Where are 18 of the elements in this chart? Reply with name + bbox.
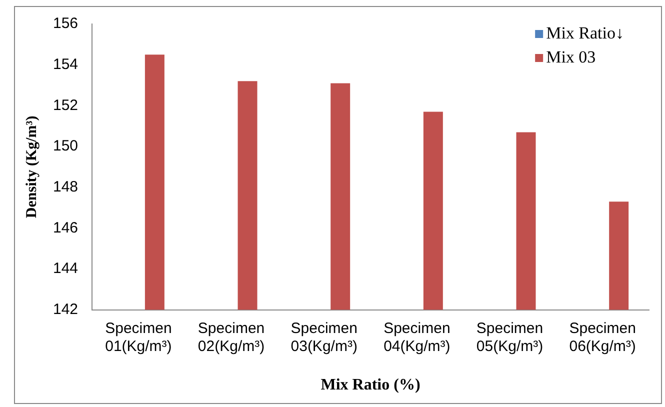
x-tick-label: Specimen 02(Kg/m³) [198,320,265,355]
y-axis-title: Density (Kg/m³) [24,116,40,218]
x-tick-label: Specimen 06(Kg/m³) [569,320,636,355]
x-tick-label: Specimen 01(Kg/m³) [105,320,172,355]
x-tick-label: Specimen 04(Kg/m³) [384,320,450,355]
y-tick-label: 146 [52,219,78,236]
legend-label: Mix 03 [546,47,596,66]
y-tick-label: 142 [52,300,78,318]
y-tick-label: 150 [52,138,78,155]
x-tick-label: Specimen 05(Kg/m³) [476,320,544,355]
y-tick-label: 144 [52,260,78,278]
y-tick-label: 154 [52,56,78,73]
y-tick-label: 156 [52,15,78,32]
x-tick-label: Specimen 03(Kg/m³) [290,320,358,355]
legend-label: Mix Ratio↓ [546,23,624,42]
y-tick-label: 148 [52,178,78,196]
y-tick-label: 152 [52,96,78,114]
x-axis-title: Mix Ratio (%) [320,376,420,394]
